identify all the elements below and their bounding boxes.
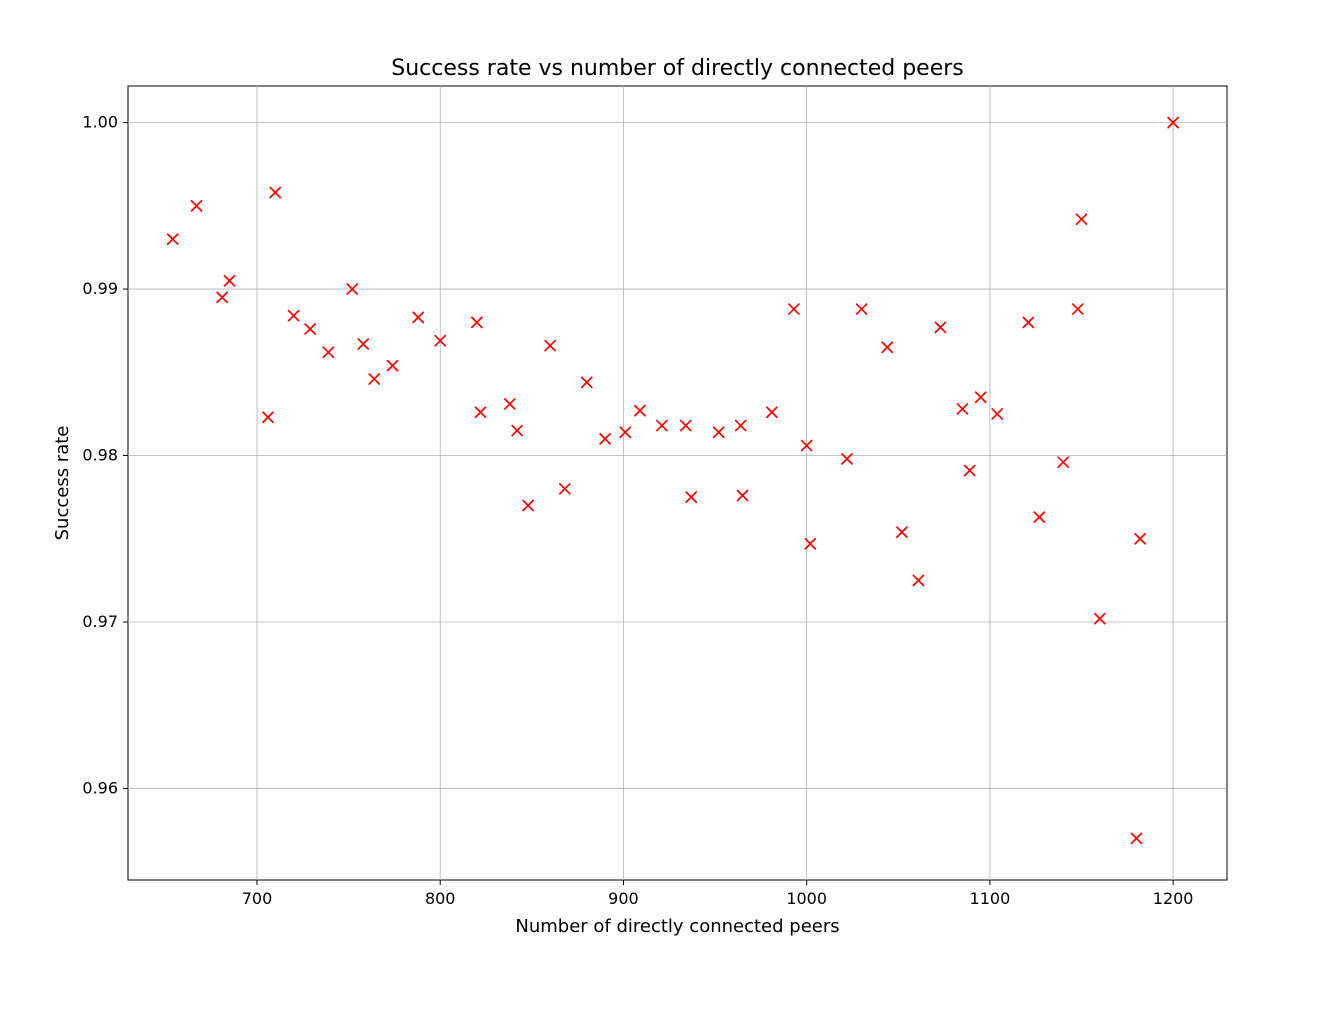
chart-svg: Success rate vs number of directly conne…: [0, 0, 1334, 1033]
ytick-label: 1.00: [82, 113, 118, 132]
xtick-label: 900: [608, 889, 639, 908]
ytick-group: 0.96 0.97 0.98 0.99 1.00: [82, 113, 128, 798]
xtick-group: 700 800 900 1000 1100 1200: [242, 880, 1194, 908]
xtick-label: 1000: [786, 889, 827, 908]
xtick-label: 1100: [970, 889, 1011, 908]
ytick-label: 0.97: [82, 612, 118, 631]
xtick-label: 1200: [1153, 889, 1194, 908]
ytick-label: 0.98: [82, 446, 118, 465]
chart-title: Success rate vs number of directly conne…: [391, 56, 964, 81]
plot-border: [128, 86, 1227, 880]
xtick-label: 700: [242, 889, 273, 908]
y-axis-label: Success rate: [52, 426, 73, 541]
ytick-label: 0.99: [82, 279, 118, 298]
scatter-chart: Success rate vs number of directly conne…: [0, 0, 1334, 1033]
x-axis-label: Number of directly connected peers: [515, 916, 839, 937]
ytick-label: 0.96: [82, 778, 118, 797]
xtick-label: 800: [425, 889, 456, 908]
